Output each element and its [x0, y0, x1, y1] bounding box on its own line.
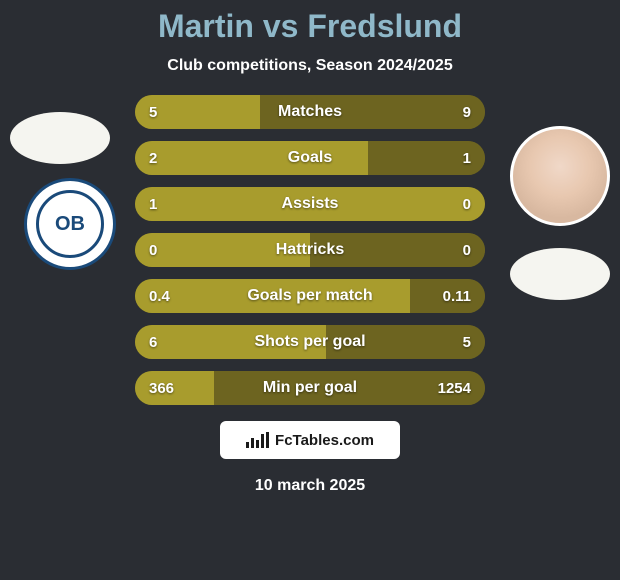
bar-label: Goals	[135, 141, 485, 175]
bars-icon	[246, 432, 269, 448]
bar-value-left: 1	[149, 187, 157, 221]
bar-label: Shots per goal	[135, 325, 485, 359]
bar-value-left: 6	[149, 325, 157, 359]
footer-label: FcTables.com	[275, 432, 374, 449]
avatar-right	[510, 126, 610, 226]
bar-row: Assists1 0	[135, 187, 485, 221]
club-badge-left-text: OB	[36, 190, 104, 258]
bar-value-left: 2	[149, 141, 157, 175]
club-badge-right	[510, 248, 610, 300]
comparison-bars: Matches59Goals21Assists10Hattricks00Goal…	[135, 95, 485, 405]
bar-value-right: 9	[463, 95, 471, 129]
bar-value-left: 0.4	[149, 279, 170, 313]
bar-label: Min per goal	[135, 371, 485, 405]
bar-value-right: 1254	[438, 371, 471, 405]
bar-value-right: 0	[463, 187, 471, 221]
bar-label: Matches	[135, 95, 485, 129]
bar-row: Min per goal366 1254	[135, 371, 485, 405]
bar-label: Assists	[135, 187, 485, 221]
bar-row: Goals per match0.4 0.11	[135, 279, 485, 313]
bar-row: Goals2 1	[135, 141, 485, 175]
bar-value-right: 5	[463, 325, 471, 359]
bar-label: Goals per match	[135, 279, 485, 313]
bar-value-right: 0	[463, 233, 471, 267]
bar-value-left: 366	[149, 371, 174, 405]
bar-value-right: 1	[463, 141, 471, 175]
date: 10 march 2025	[0, 477, 620, 495]
avatar-left	[10, 112, 110, 164]
club-badge-left: OB	[24, 178, 116, 270]
subtitle: Club competitions, Season 2024/2025	[0, 57, 620, 75]
bar-value-left: 0	[149, 233, 157, 267]
bar-row: Matches5 9	[135, 95, 485, 129]
bar-row: Shots per goal6 5	[135, 325, 485, 359]
bar-row: Hattricks0 0	[135, 233, 485, 267]
footer-badge: FcTables.com	[220, 421, 400, 459]
bar-value-left: 5	[149, 95, 157, 129]
page-title: Martin vs Fredslund	[0, 8, 620, 45]
bar-value-right: 0.11	[443, 279, 471, 313]
bar-label: Hattricks	[135, 233, 485, 267]
